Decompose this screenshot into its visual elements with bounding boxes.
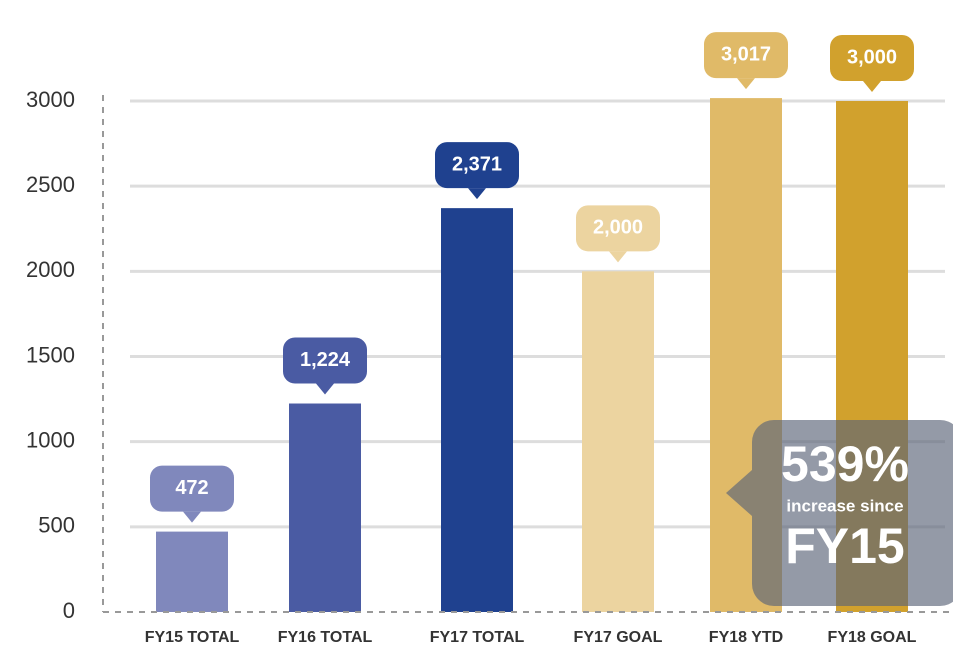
- y-tick-label: 2000: [26, 257, 75, 282]
- value-label: 3,000: [847, 46, 897, 68]
- value-callout: [830, 35, 914, 81]
- x-tick-label: FY15 TOTAL: [145, 629, 240, 646]
- value-callout-pointer: [316, 383, 334, 395]
- value-callout-pointer: [183, 511, 201, 523]
- y-tick-label: 1500: [26, 342, 75, 367]
- annotation-text: 539%: [781, 436, 909, 492]
- value-callout: [576, 205, 660, 252]
- value-callout-pointer: [468, 188, 486, 200]
- bar: [582, 271, 654, 612]
- value-callout: [435, 142, 519, 189]
- value-callout: [704, 32, 788, 79]
- annotation: 539% increase since FY15: [726, 420, 953, 606]
- x-tick-label: FY16 TOTAL: [278, 629, 373, 646]
- annotation-box: [752, 420, 953, 606]
- y-tick-label: 500: [38, 513, 75, 538]
- value-callout-pointer: [863, 81, 881, 92]
- value-label: 472: [175, 477, 208, 499]
- annotation-text: FY15: [785, 518, 905, 574]
- value-label: 1,224: [300, 349, 351, 371]
- x-tick-label: FY17 TOTAL: [430, 629, 525, 646]
- value-callout-pointer: [737, 78, 755, 90]
- y-tick-label: 0: [63, 598, 75, 623]
- x-tick-label: FY18 GOAL: [828, 629, 917, 646]
- value-label: 3,017: [721, 43, 771, 65]
- y-tick-label: 3000: [26, 87, 75, 112]
- y-tick-label: 1000: [26, 427, 75, 452]
- bar: [156, 531, 228, 612]
- value-callout-pointer: [609, 251, 627, 263]
- annotation-pointer: [726, 470, 752, 516]
- x-tick-label: FY18 YTD: [709, 629, 783, 646]
- value-callout: [150, 465, 234, 512]
- bar: [441, 208, 513, 613]
- value-label: 2,371: [452, 153, 502, 175]
- y-tick-label: 2500: [26, 172, 75, 197]
- value-label: 2,000: [593, 217, 643, 239]
- value-callout: [283, 337, 367, 384]
- x-tick-label: FY17 GOAL: [574, 629, 663, 646]
- annotation-text: increase since: [786, 496, 903, 515]
- bar: [289, 403, 361, 612]
